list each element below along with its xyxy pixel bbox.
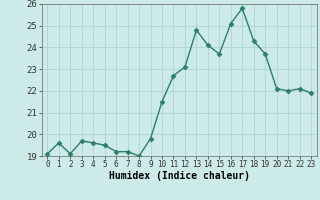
X-axis label: Humidex (Indice chaleur): Humidex (Indice chaleur): [109, 171, 250, 181]
